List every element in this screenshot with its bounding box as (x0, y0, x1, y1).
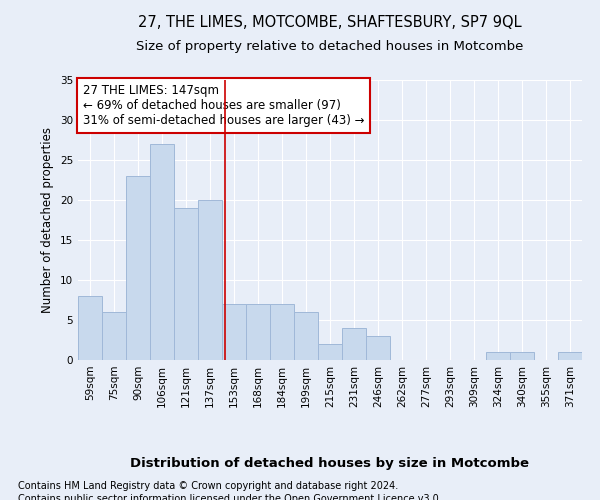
Bar (222, 304, 246, 360)
Bar (246, 304, 270, 360)
Text: Contains HM Land Registry data © Crown copyright and database right 2024.: Contains HM Land Registry data © Crown c… (18, 481, 398, 491)
Y-axis label: Number of detached properties: Number of detached properties (41, 127, 55, 313)
Bar (318, 344, 342, 360)
Text: Contains public sector information licensed under the Open Government Licence v3: Contains public sector information licen… (18, 494, 442, 500)
Bar (198, 200, 222, 360)
Bar (150, 144, 174, 360)
Bar (270, 304, 294, 360)
Bar (294, 312, 318, 360)
Text: Distribution of detached houses by size in Motcombe: Distribution of detached houses by size … (131, 458, 530, 470)
Bar (510, 352, 534, 360)
Bar (174, 208, 198, 360)
Bar (126, 176, 150, 360)
Text: Size of property relative to detached houses in Motcombe: Size of property relative to detached ho… (136, 40, 524, 53)
Text: 27 THE LIMES: 147sqm
← 69% of detached houses are smaller (97)
31% of semi-detac: 27 THE LIMES: 147sqm ← 69% of detached h… (83, 84, 365, 127)
Bar (486, 352, 510, 360)
Bar (78, 296, 102, 360)
Bar (366, 336, 390, 360)
Text: 27, THE LIMES, MOTCOMBE, SHAFTESBURY, SP7 9QL: 27, THE LIMES, MOTCOMBE, SHAFTESBURY, SP… (138, 15, 522, 30)
Bar (558, 352, 582, 360)
Bar (102, 312, 126, 360)
Bar (342, 328, 366, 360)
